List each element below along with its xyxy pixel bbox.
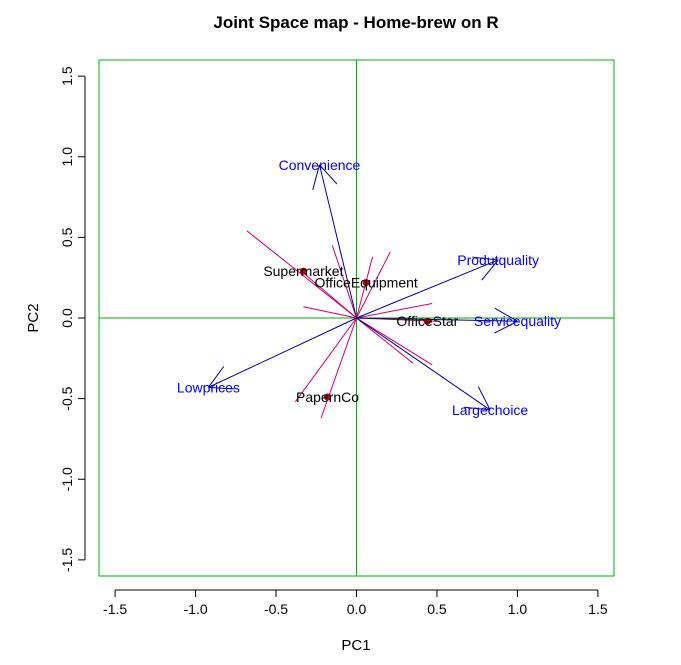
magenta-line-2 <box>294 317 357 403</box>
y-tick-label: 0.5 <box>59 227 75 247</box>
magenta-line-0 <box>246 230 357 319</box>
attribute-label-servicequality: Servicequality <box>474 313 561 329</box>
attribute-arrowhead-largechoice-1 <box>477 386 491 411</box>
attribute-arrow-produtquality <box>356 259 499 319</box>
brand-label-supermarket: Supermarket <box>263 263 343 279</box>
attribute-label-convenience: Convenience <box>279 157 361 173</box>
x-tick-label: -1.5 <box>103 601 127 617</box>
attribute-arrowhead-largechoice-0 <box>464 406 491 411</box>
x-tick-label: -0.5 <box>264 601 288 617</box>
attribute-arrowhead-produtquality-1 <box>472 256 499 261</box>
y-tick-label: 1.0 <box>59 147 75 167</box>
magenta-line-4 <box>320 317 357 419</box>
brand-point-officeequipment <box>362 279 370 287</box>
magenta-line-10 <box>303 306 357 319</box>
x-axis-label: PC1 <box>341 637 370 654</box>
attribute-arrow-largechoice <box>356 317 491 411</box>
attribute-arrow-convenience <box>318 164 357 319</box>
brand-label-officeequipment: OfficeEquipment <box>315 275 418 291</box>
y-tick-label: -1.0 <box>59 467 75 491</box>
brand-point-supermarket <box>299 267 307 275</box>
magenta-line-3 <box>356 317 414 364</box>
x-tick-label: -1.0 <box>184 601 208 617</box>
magenta-line-11 <box>356 256 374 319</box>
y-tick-label: -0.5 <box>59 386 75 410</box>
x-tick-label: 1.0 <box>508 601 528 617</box>
attribute-label-produtquality: Produtquality <box>457 252 539 268</box>
attribute-label-lowprices: Lowprices <box>177 379 240 395</box>
brand-point-officestar <box>423 317 431 325</box>
x-tick-label: 1.5 <box>588 601 608 617</box>
attribute-arrowhead-produtquality-0 <box>481 259 499 281</box>
brand-label-papernco: PapernCo <box>296 389 359 405</box>
attribute-arrowhead-convenience-1 <box>312 164 320 191</box>
attribute-label-largechoice: Largechoice <box>452 402 528 418</box>
attribute-arrow-lowprices <box>208 317 357 388</box>
brand-label-officestar: OfficeStar <box>396 313 458 329</box>
chart-title: Joint Space map - Home-brew on R <box>213 13 498 32</box>
brand-point-papernco <box>324 393 332 401</box>
magenta-line-7 <box>303 272 357 319</box>
y-tick-label: 1.5 <box>59 66 75 86</box>
attribute-arrow-servicequality <box>356 317 518 322</box>
attribute-arrowhead-lowprices-0 <box>208 366 225 388</box>
y-tick-label: 0.0 <box>59 308 75 328</box>
x-tick-label: 0.0 <box>347 601 367 617</box>
y-axis-label: PC2 <box>25 303 42 332</box>
y-tick-label: -1.5 <box>59 548 75 572</box>
magenta-line-1 <box>356 317 433 366</box>
attribute-arrowhead-servicequality-0 <box>494 320 518 334</box>
magenta-line-8 <box>331 245 357 319</box>
attribute-arrowhead-lowprices-1 <box>208 386 235 390</box>
attribute-arrowhead-convenience-0 <box>319 164 338 185</box>
x-tick-label: 0.5 <box>427 601 447 617</box>
magenta-line-5 <box>356 251 391 319</box>
attribute-arrowhead-servicequality-1 <box>494 307 518 322</box>
magenta-line-6 <box>356 302 433 319</box>
